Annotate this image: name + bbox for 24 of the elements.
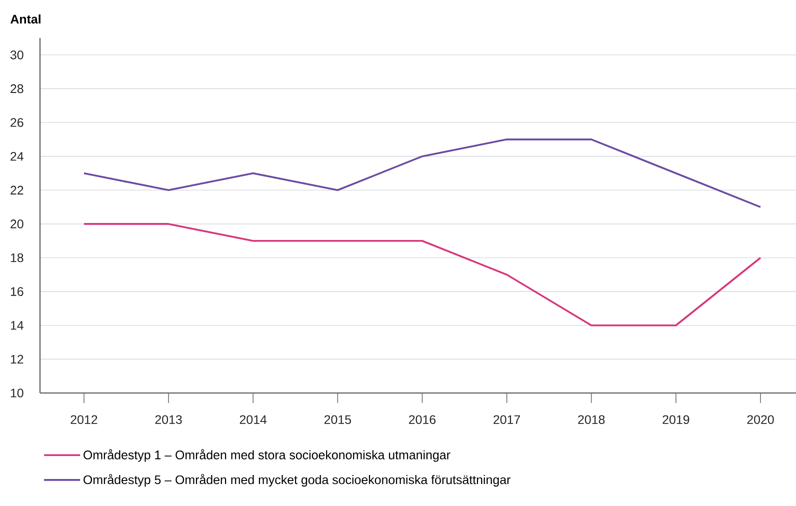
y-tick-label: 12 xyxy=(10,354,24,364)
y-tick-label: 16 xyxy=(10,287,24,296)
x-tick-label: 2017 xyxy=(494,415,520,424)
x-tick-label: 2013 xyxy=(155,415,182,424)
x-tick-label: 2015 xyxy=(324,415,351,424)
legend-label: Områdestyp 1 – Områden med stora socioekonomiska utmaningar xyxy=(84,449,450,462)
x-tick-label: 2014 xyxy=(240,415,267,424)
line-series xyxy=(83,138,762,208)
x-tick-label: 2012 xyxy=(70,415,98,424)
x-tick-label: 2020 xyxy=(747,415,774,424)
x-tick-label: 2019 xyxy=(662,415,690,424)
y-tick-label: 18 xyxy=(10,253,24,262)
legend-label: Områdestyp 5 – Områden med mycket goda socioekonomiska förutsättningar xyxy=(84,474,510,487)
y-tick-label: 14 xyxy=(10,321,24,330)
y-tick-label: 26 xyxy=(10,118,24,127)
y-tick-label: 10 xyxy=(10,388,24,398)
y-axis-title: Antal xyxy=(10,14,40,24)
y-tick-label: 24 xyxy=(10,152,24,161)
y-tick-label: 22 xyxy=(10,186,24,194)
x-tick-label: 2016 xyxy=(409,415,436,424)
x-tick-label: 2018 xyxy=(578,415,605,424)
y-tick-label: 30 xyxy=(10,50,24,60)
y-tick-label: 20 xyxy=(10,220,24,228)
y-tick-label: 28 xyxy=(10,84,24,94)
